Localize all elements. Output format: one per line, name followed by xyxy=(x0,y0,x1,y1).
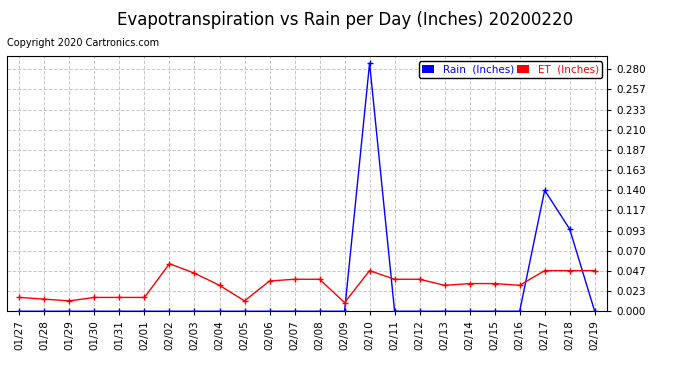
Legend: Rain  (Inches), ET  (Inches): Rain (Inches), ET (Inches) xyxy=(419,62,602,78)
Text: Copyright 2020 Cartronics.com: Copyright 2020 Cartronics.com xyxy=(7,38,159,48)
Text: Evapotranspiration vs Rain per Day (Inches) 20200220: Evapotranspiration vs Rain per Day (Inch… xyxy=(117,11,573,29)
